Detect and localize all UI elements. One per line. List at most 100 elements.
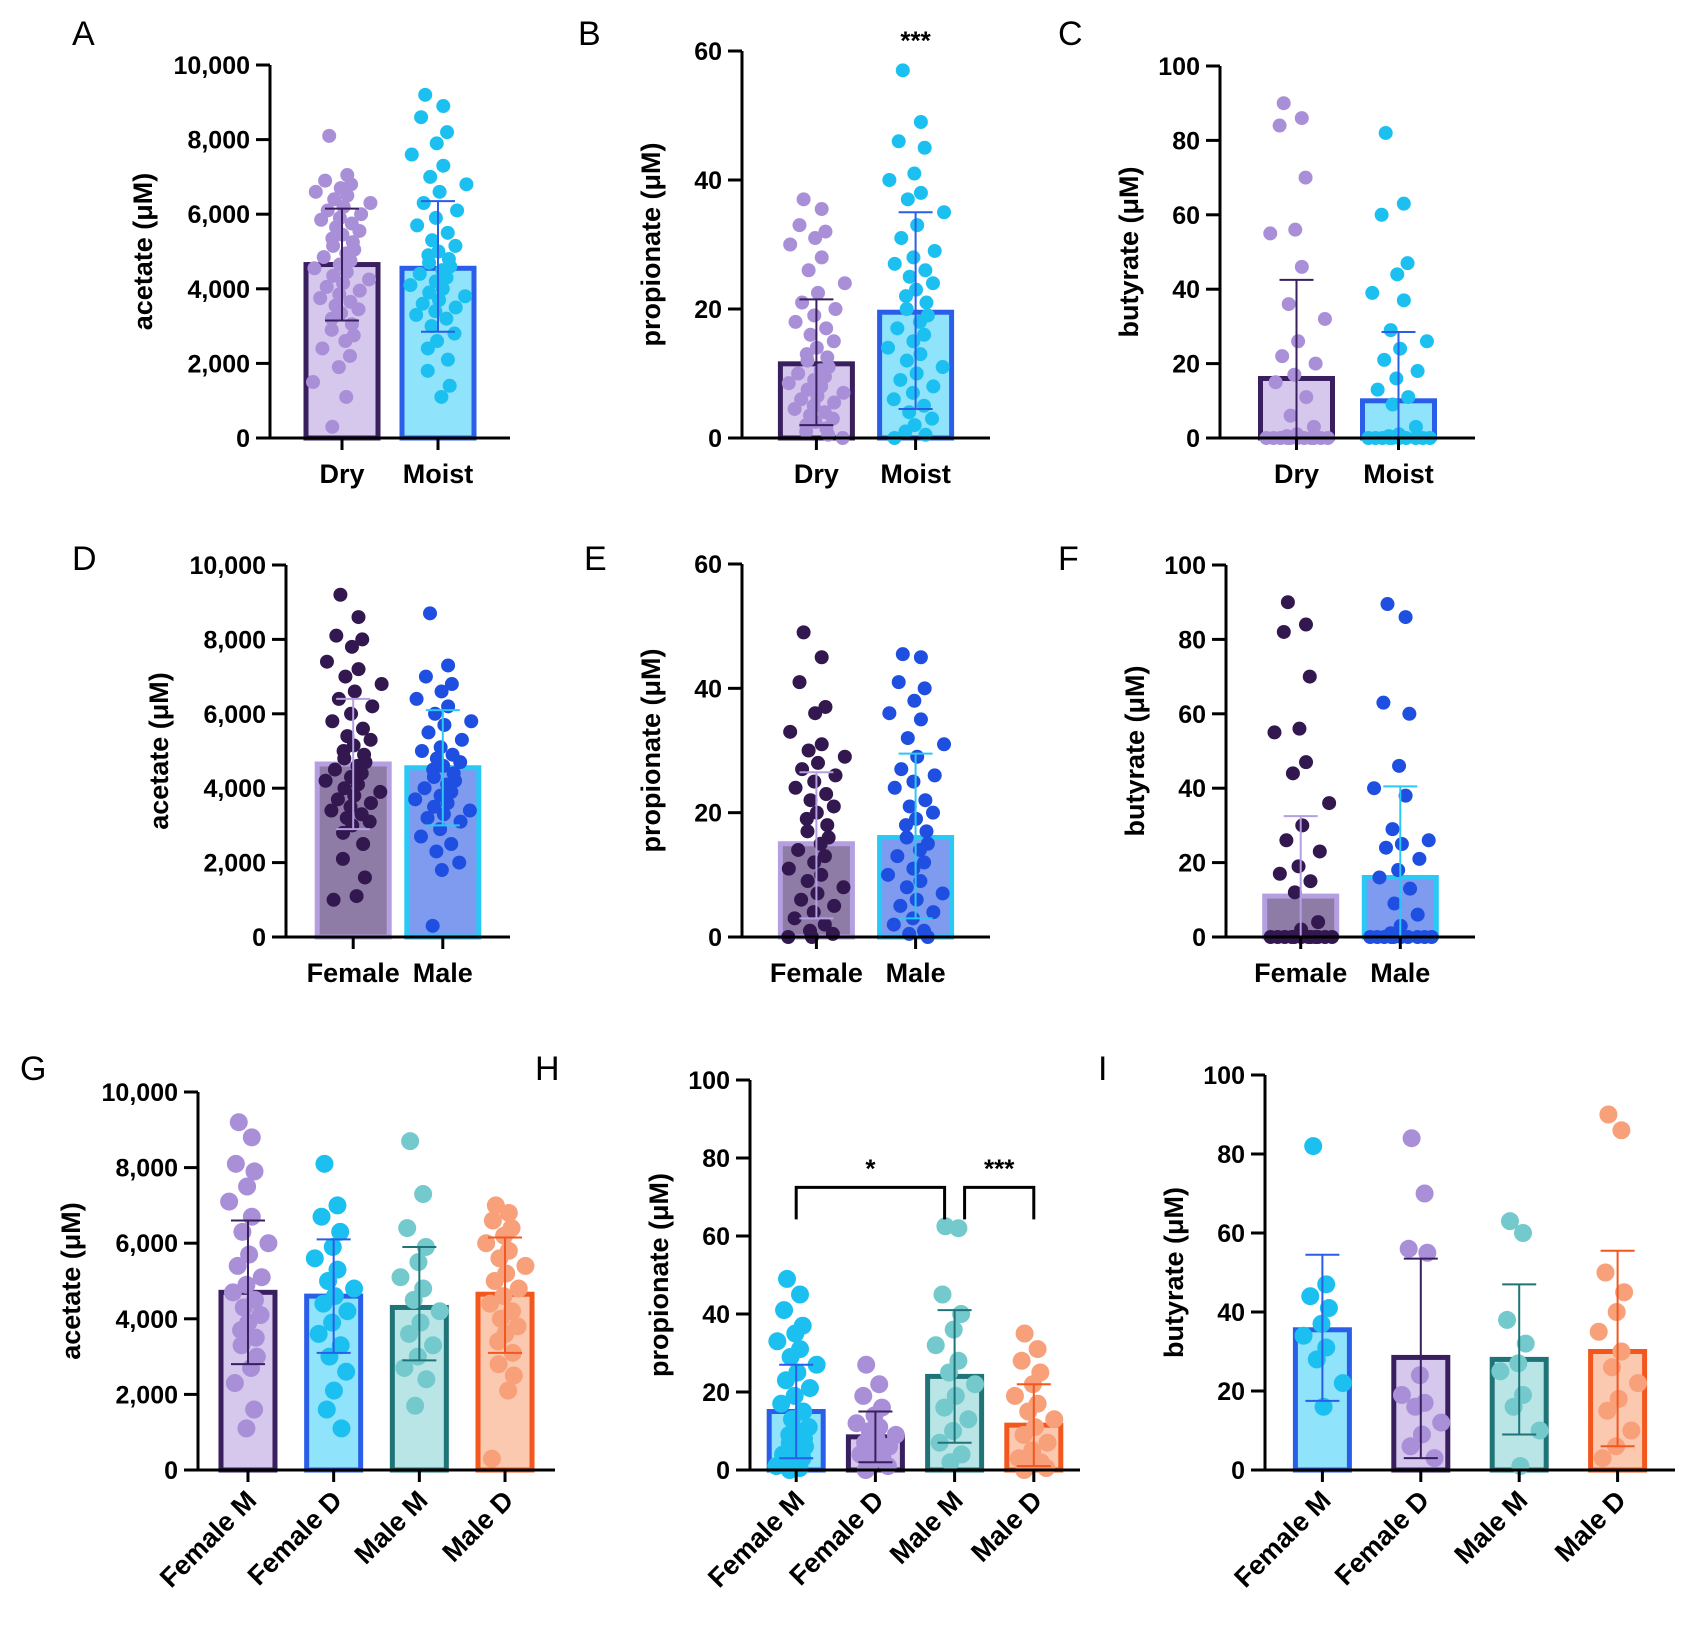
- data-point: [910, 749, 925, 764]
- y-tick-label: 40: [694, 167, 722, 195]
- data-point: [412, 266, 427, 281]
- data-point: [933, 1285, 952, 1304]
- data-point: [828, 768, 843, 783]
- data-point: [837, 749, 852, 764]
- data-point: [223, 1283, 242, 1302]
- category-label: Male M: [1449, 1485, 1534, 1570]
- y-tick-label: 60: [1172, 202, 1200, 230]
- data-point: [245, 1400, 264, 1419]
- series-dry: [777, 192, 855, 445]
- data-point: [949, 1219, 968, 1238]
- y-tick-label: 6,000: [203, 701, 266, 729]
- data-point: [409, 307, 424, 322]
- y-tick-label: 20: [694, 800, 722, 828]
- data-point: [899, 880, 914, 895]
- data-point: [509, 1279, 528, 1298]
- category-label: Dry: [794, 459, 839, 489]
- series-dry: [1258, 96, 1335, 445]
- data-point: [339, 265, 354, 280]
- data-point: [324, 322, 339, 337]
- data-point: [1038, 1433, 1057, 1452]
- data-point: [919, 824, 934, 839]
- data-point: [836, 880, 851, 895]
- data-point: [340, 188, 355, 203]
- data-point: [1609, 1389, 1628, 1408]
- data-point: [913, 347, 928, 362]
- data-point: [220, 1192, 239, 1211]
- data-point: [820, 818, 835, 833]
- data-point: [935, 360, 950, 375]
- data-point: [913, 114, 928, 129]
- data-point: [423, 606, 437, 621]
- y-tick-label: 20: [1172, 351, 1200, 379]
- data-point: [801, 743, 816, 758]
- data-point: [352, 223, 367, 238]
- data-point: [435, 281, 450, 296]
- data-point: [418, 669, 433, 684]
- series-female-m: [1292, 1137, 1352, 1473]
- data-point: [902, 269, 917, 284]
- data-point: [436, 807, 451, 822]
- data-point: [315, 1154, 334, 1173]
- significance-bracket: [794, 1185, 947, 1220]
- data-point: [801, 263, 816, 278]
- data-point: [895, 63, 910, 78]
- data-point: [781, 1347, 800, 1366]
- data-point: [1419, 334, 1434, 349]
- data-point: [1501, 1212, 1519, 1231]
- data-point: [374, 677, 389, 692]
- data-point: [1629, 1374, 1648, 1393]
- data-point: [425, 918, 440, 933]
- data-point: [898, 424, 913, 439]
- data-point: [338, 334, 353, 349]
- data-point: [395, 1358, 414, 1377]
- data-point: [1280, 595, 1295, 610]
- series-male-d: [1588, 1105, 1648, 1473]
- data-point: [1301, 1287, 1320, 1306]
- data-point: [925, 411, 940, 426]
- data-point: [458, 289, 473, 304]
- data-point: [1406, 1397, 1425, 1416]
- data-point: [882, 706, 897, 721]
- data-point: [401, 1132, 420, 1151]
- data-point: [1385, 822, 1400, 837]
- data-point: [941, 1453, 960, 1472]
- data-point: [326, 892, 341, 907]
- y-axis-title: propionate (μM): [636, 649, 666, 853]
- data-point: [819, 787, 834, 802]
- panel-letter: B: [578, 15, 601, 53]
- data-point: [800, 353, 815, 368]
- data-point: [935, 886, 950, 901]
- y-tick-label: 100: [1164, 552, 1206, 580]
- category-label: Male: [413, 958, 473, 988]
- y-tick-label: 60: [1178, 701, 1206, 729]
- data-point: [316, 250, 331, 265]
- y-tick-label: 2,000: [187, 350, 250, 378]
- y-tick-label: 6,000: [187, 201, 250, 229]
- data-point: [1392, 1385, 1411, 1404]
- series-male-d: [475, 1196, 535, 1473]
- data-point: [362, 272, 377, 287]
- series-female: [1262, 595, 1340, 944]
- data-point: [937, 205, 952, 220]
- data-point: [1370, 382, 1385, 397]
- data-point: [827, 898, 842, 913]
- y-tick-label: 0: [236, 425, 250, 453]
- data-point: [355, 632, 370, 647]
- data-point: [345, 1279, 364, 1298]
- data-point: [1516, 1334, 1535, 1353]
- data-point: [354, 766, 369, 781]
- category-label: Female: [1254, 958, 1347, 988]
- data-point: [966, 1375, 985, 1394]
- category-label: Male: [886, 958, 946, 988]
- data-point: [331, 1222, 350, 1241]
- data-point: [807, 308, 822, 323]
- y-tick-label: 100: [1158, 53, 1200, 81]
- data-point: [318, 173, 333, 188]
- data-point: [1291, 334, 1306, 349]
- data-point: [433, 822, 448, 837]
- data-point: [927, 768, 942, 783]
- data-point: [439, 270, 454, 285]
